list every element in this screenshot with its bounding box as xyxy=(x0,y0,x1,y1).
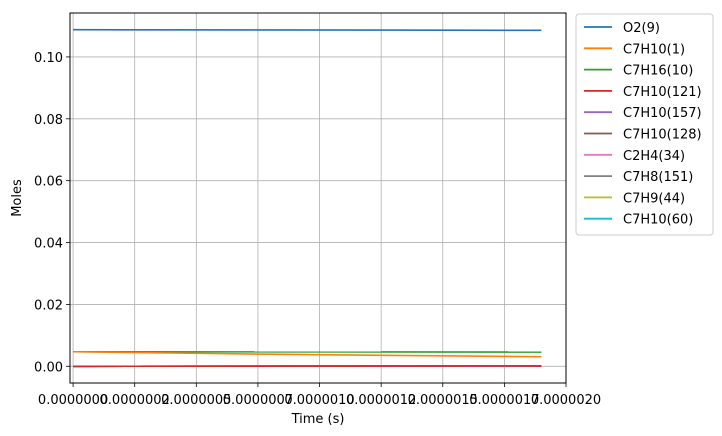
legend-entry: C7H10(121) xyxy=(623,85,702,100)
legend-entry: C7H10(60) xyxy=(623,213,693,228)
y-tick-label: 0.02 xyxy=(34,298,63,313)
series-line xyxy=(73,350,542,358)
legend: O2(9) C7H10(1) C7H16(10) C7H10(121) C7H10(15… xyxy=(575,13,714,236)
legend-entry: C7H10(157) xyxy=(623,106,702,121)
y-tick-label: 0.04 xyxy=(34,237,63,252)
x-tick-label: 0.0000012 xyxy=(346,393,416,408)
series-line xyxy=(73,28,542,32)
y-tick-label: 0.10 xyxy=(34,51,63,66)
x-axis-title: Time (s) xyxy=(291,412,345,427)
x-tick-label: 0.0000000 xyxy=(38,393,108,408)
legend-entry: C2H4(34) xyxy=(623,149,685,164)
plot-frame xyxy=(69,12,567,384)
series-lines xyxy=(73,28,542,368)
legend-entry: C7H9(44) xyxy=(623,191,685,206)
legend-entry: C7H10(128) xyxy=(623,128,702,143)
x-tick-label: 0.0000007 xyxy=(223,393,293,408)
y-tick-label: 0.06 xyxy=(34,175,63,190)
axis-ticks: 0.00000000.00000020.00000050.00000070.00… xyxy=(34,51,601,408)
legend-entry: C7H10(1) xyxy=(623,42,685,57)
x-tick-label: 0.0000002 xyxy=(100,393,170,408)
x-tick-label: 0.0000020 xyxy=(531,393,601,408)
y-tick-label: 0.08 xyxy=(34,113,63,128)
legend-entry: C7H8(151) xyxy=(623,170,693,185)
y-tick-label: 0.00 xyxy=(34,360,63,375)
legend-entry: O2(9) xyxy=(623,21,660,36)
x-tick-label: 0.0000010 xyxy=(284,393,354,408)
x-tick-label: 0.0000005 xyxy=(161,393,231,408)
legend-entry: C7H16(10) xyxy=(623,64,693,79)
y-axis-title: Moles xyxy=(10,179,25,217)
x-tick-label: 0.0000015 xyxy=(408,393,478,408)
x-tick-label: 0.0000017 xyxy=(469,393,539,408)
